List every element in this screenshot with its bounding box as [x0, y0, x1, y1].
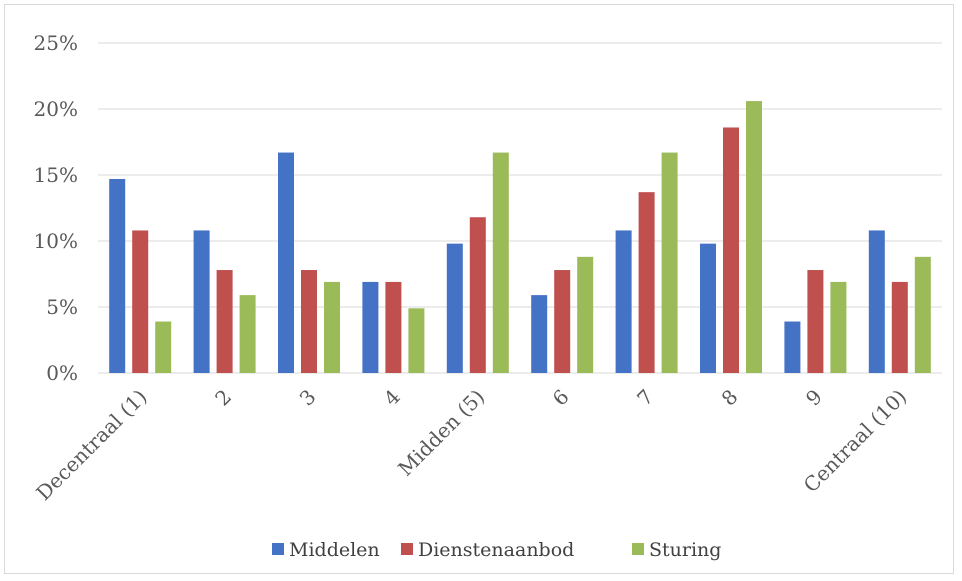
x-tick-label: 7: [632, 385, 658, 411]
legend-swatch-middelen: [272, 543, 284, 555]
bar-sturing: [239, 295, 256, 373]
x-tick-label: 4: [379, 385, 405, 411]
legend-label: Sturing: [649, 539, 721, 561]
y-tick-label: 25%: [34, 31, 78, 55]
legend: Middelen Dienstenaanbod Sturing: [272, 539, 721, 561]
bar-dienstenaanbod: [554, 270, 571, 373]
bar-middelen: [531, 295, 548, 373]
x-tick-label: 8: [717, 385, 743, 411]
legend-label: Dienstenaanbod: [418, 539, 574, 561]
y-tick-label: 20%: [34, 97, 78, 121]
x-tick-label: 3: [295, 385, 321, 411]
bar-middelen: [278, 152, 294, 373]
bar-middelen: [193, 230, 210, 373]
y-tick-label: 0%: [46, 361, 78, 385]
bar-dienstenaanbod: [723, 127, 739, 373]
bar-middelen: [109, 178, 126, 373]
bar-dienstenaanbod: [638, 192, 655, 373]
bar-sturing: [492, 152, 509, 373]
bar-middelen: [362, 281, 379, 373]
legend-label: Middelen: [289, 539, 380, 561]
bar-sturing: [577, 256, 594, 373]
bar-sturing: [746, 101, 762, 373]
bar-dienstenaanbod: [807, 270, 824, 373]
y-tick-label: 10%: [34, 229, 78, 253]
x-tick-label: Decentraal (1): [31, 385, 151, 505]
bar-dienstenaanbod: [132, 230, 149, 373]
y-axis-labels: 0% 5% 10% 15% 20% 25%: [34, 31, 78, 385]
bar-middelen: [868, 230, 885, 373]
bar-sturing: [155, 321, 172, 373]
bar-dienstenaanbod: [216, 270, 233, 373]
bar-sturing: [408, 308, 425, 373]
bar-middelen: [700, 243, 716, 373]
bar-sturing: [324, 281, 340, 373]
y-tick-label: 15%: [34, 163, 78, 187]
legend-swatch-dienstenaanbod: [401, 543, 413, 555]
gridlines: [98, 42, 942, 374]
bar-middelen: [784, 321, 801, 373]
bar-middelen: [615, 230, 632, 373]
x-tick-label: 9: [801, 385, 827, 411]
bar-sturing: [914, 256, 931, 373]
bar-dienstenaanbod: [891, 281, 908, 373]
x-tick-label: 2: [210, 385, 236, 411]
bar-dienstenaanbod: [301, 270, 317, 373]
bar-middelen: [446, 243, 463, 373]
bar-dienstenaanbod: [385, 281, 402, 373]
bar-dienstenaanbod: [469, 217, 486, 373]
legend-swatch-sturing: [632, 543, 644, 555]
y-tick-label: 5%: [46, 295, 78, 319]
bar-sturing: [830, 281, 847, 373]
bar-sturing: [661, 152, 678, 373]
x-tick-label: 6: [548, 385, 574, 411]
x-tick-label: Midden (5): [393, 385, 489, 481]
bars: [109, 101, 931, 373]
